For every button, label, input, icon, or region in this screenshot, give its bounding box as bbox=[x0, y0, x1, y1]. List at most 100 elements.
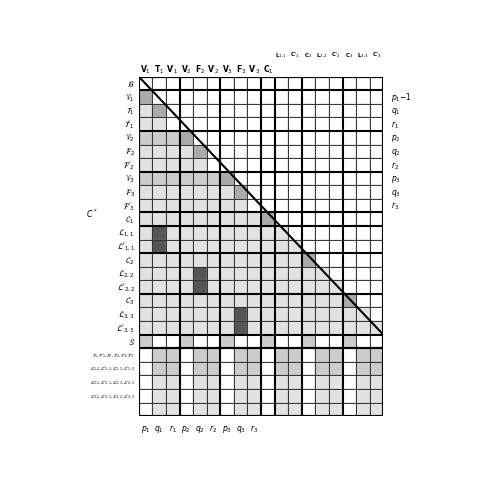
Bar bbox=[261, 335, 274, 348]
Bar bbox=[152, 348, 166, 362]
Text: $\mathcal{L}_{1,1}$: $\mathcal{L}_{1,1}$ bbox=[118, 227, 134, 239]
Bar bbox=[206, 362, 220, 376]
Bar bbox=[220, 267, 233, 281]
Bar bbox=[261, 254, 274, 267]
Bar bbox=[166, 267, 179, 281]
Bar bbox=[288, 362, 301, 376]
Bar bbox=[315, 403, 328, 416]
Bar bbox=[288, 308, 301, 321]
Text: $\mathcal{L}_{3,1},\mathcal{L}'_{3,1},\mathcal{L}_{3,2},\mathcal{L}'_{3,2}$: $\mathcal{L}_{3,1},\mathcal{L}'_{3,1},\m… bbox=[90, 392, 134, 400]
Text: $q_3$: $q_3$ bbox=[390, 187, 400, 198]
Bar bbox=[152, 213, 166, 227]
Text: $\mathbf{L}_{1,1}$: $\mathbf{L}_{1,1}$ bbox=[275, 52, 287, 60]
Bar bbox=[247, 321, 261, 335]
Bar bbox=[206, 281, 220, 294]
Bar bbox=[166, 294, 179, 308]
Bar bbox=[355, 376, 369, 389]
Bar bbox=[206, 376, 220, 389]
Bar bbox=[179, 308, 193, 321]
Bar bbox=[261, 294, 274, 308]
Bar bbox=[220, 240, 233, 254]
Bar bbox=[206, 213, 220, 227]
Bar bbox=[261, 227, 274, 240]
Bar bbox=[152, 281, 166, 294]
Text: $\mathcal{T}_1$: $\mathcal{T}_1$ bbox=[126, 106, 134, 117]
Bar bbox=[152, 172, 166, 186]
Bar bbox=[315, 267, 328, 281]
Bar bbox=[206, 199, 220, 213]
Text: $\mathcal{L}'_{1,1}$: $\mathcal{L}'_{1,1}$ bbox=[116, 241, 134, 253]
Bar bbox=[152, 403, 166, 416]
Bar bbox=[342, 321, 355, 335]
Bar bbox=[193, 281, 206, 294]
Bar bbox=[139, 159, 152, 172]
Bar bbox=[166, 145, 179, 159]
Text: $\mathbf{V}_3$: $\mathbf{V}_3$ bbox=[221, 63, 232, 76]
Bar bbox=[193, 308, 206, 321]
Bar bbox=[166, 172, 179, 186]
Bar bbox=[315, 308, 328, 321]
Bar bbox=[193, 199, 206, 213]
Bar bbox=[193, 376, 206, 389]
Bar bbox=[315, 348, 328, 362]
Bar bbox=[206, 267, 220, 281]
Bar bbox=[152, 376, 166, 389]
Bar bbox=[139, 254, 152, 267]
Bar bbox=[274, 403, 288, 416]
Bar bbox=[288, 267, 301, 281]
Bar bbox=[233, 227, 247, 240]
Bar bbox=[369, 362, 382, 376]
Bar bbox=[193, 227, 206, 240]
Bar bbox=[139, 132, 152, 145]
Text: $\mathbf{V'}_1$: $\mathbf{V'}_1$ bbox=[166, 63, 179, 76]
Bar bbox=[166, 159, 179, 172]
Bar bbox=[233, 308, 247, 321]
Bar bbox=[152, 145, 166, 159]
Bar bbox=[152, 362, 166, 376]
Bar bbox=[288, 389, 301, 403]
Text: $\mathcal{L}_{3,3}$: $\mathcal{L}_{3,3}$ bbox=[118, 309, 134, 320]
Bar bbox=[233, 254, 247, 267]
Text: $\mathbf{C'}_2$: $\mathbf{C'}_2$ bbox=[330, 51, 340, 60]
Bar bbox=[166, 308, 179, 321]
Bar bbox=[274, 389, 288, 403]
Bar bbox=[179, 159, 193, 172]
Bar bbox=[220, 294, 233, 308]
Bar bbox=[247, 308, 261, 321]
Bar bbox=[274, 254, 288, 267]
Text: $\mathcal{C}_1$: $\mathcal{C}_1$ bbox=[125, 214, 134, 226]
Text: $q_2$: $q_2$ bbox=[390, 147, 400, 157]
Text: $\mathcal{V}_2$: $\mathcal{V}_2$ bbox=[125, 133, 134, 144]
Bar bbox=[152, 294, 166, 308]
Text: $r_3$: $r_3$ bbox=[249, 423, 258, 435]
Text: $p_2$: $p_2$ bbox=[181, 423, 191, 434]
Text: $p_1$: $p_1$ bbox=[140, 423, 150, 434]
Bar bbox=[301, 254, 315, 267]
Bar bbox=[247, 240, 261, 254]
Bar bbox=[315, 362, 328, 376]
Text: $\mathcal{L}'_{3,3}$: $\mathcal{L}'_{3,3}$ bbox=[116, 322, 134, 334]
Bar bbox=[166, 227, 179, 240]
Bar bbox=[247, 376, 261, 389]
Bar bbox=[247, 389, 261, 403]
Bar bbox=[274, 281, 288, 294]
Bar bbox=[369, 348, 382, 362]
Bar bbox=[301, 281, 315, 294]
Bar bbox=[152, 240, 166, 254]
Bar bbox=[247, 267, 261, 281]
Text: $\mathbf{C}_2$: $\mathbf{C}_2$ bbox=[304, 51, 312, 60]
Bar bbox=[233, 376, 247, 389]
Text: $\mathcal{T}'_1$: $\mathcal{T}'_1$ bbox=[124, 119, 134, 131]
Text: $\mathcal{F}'_3$: $\mathcal{F}'_3$ bbox=[123, 200, 134, 212]
Text: $p_3$: $p_3$ bbox=[222, 423, 231, 434]
Text: $q_1$: $q_1$ bbox=[390, 106, 400, 117]
Bar bbox=[355, 348, 369, 362]
Bar bbox=[166, 186, 179, 199]
Bar bbox=[139, 335, 152, 348]
Bar bbox=[206, 240, 220, 254]
Text: $p_3$: $p_3$ bbox=[390, 174, 400, 184]
Bar bbox=[247, 254, 261, 267]
Text: $\mathcal{F}_2$: $\mathcal{F}_2$ bbox=[125, 146, 134, 158]
Bar bbox=[179, 213, 193, 227]
Bar bbox=[274, 362, 288, 376]
